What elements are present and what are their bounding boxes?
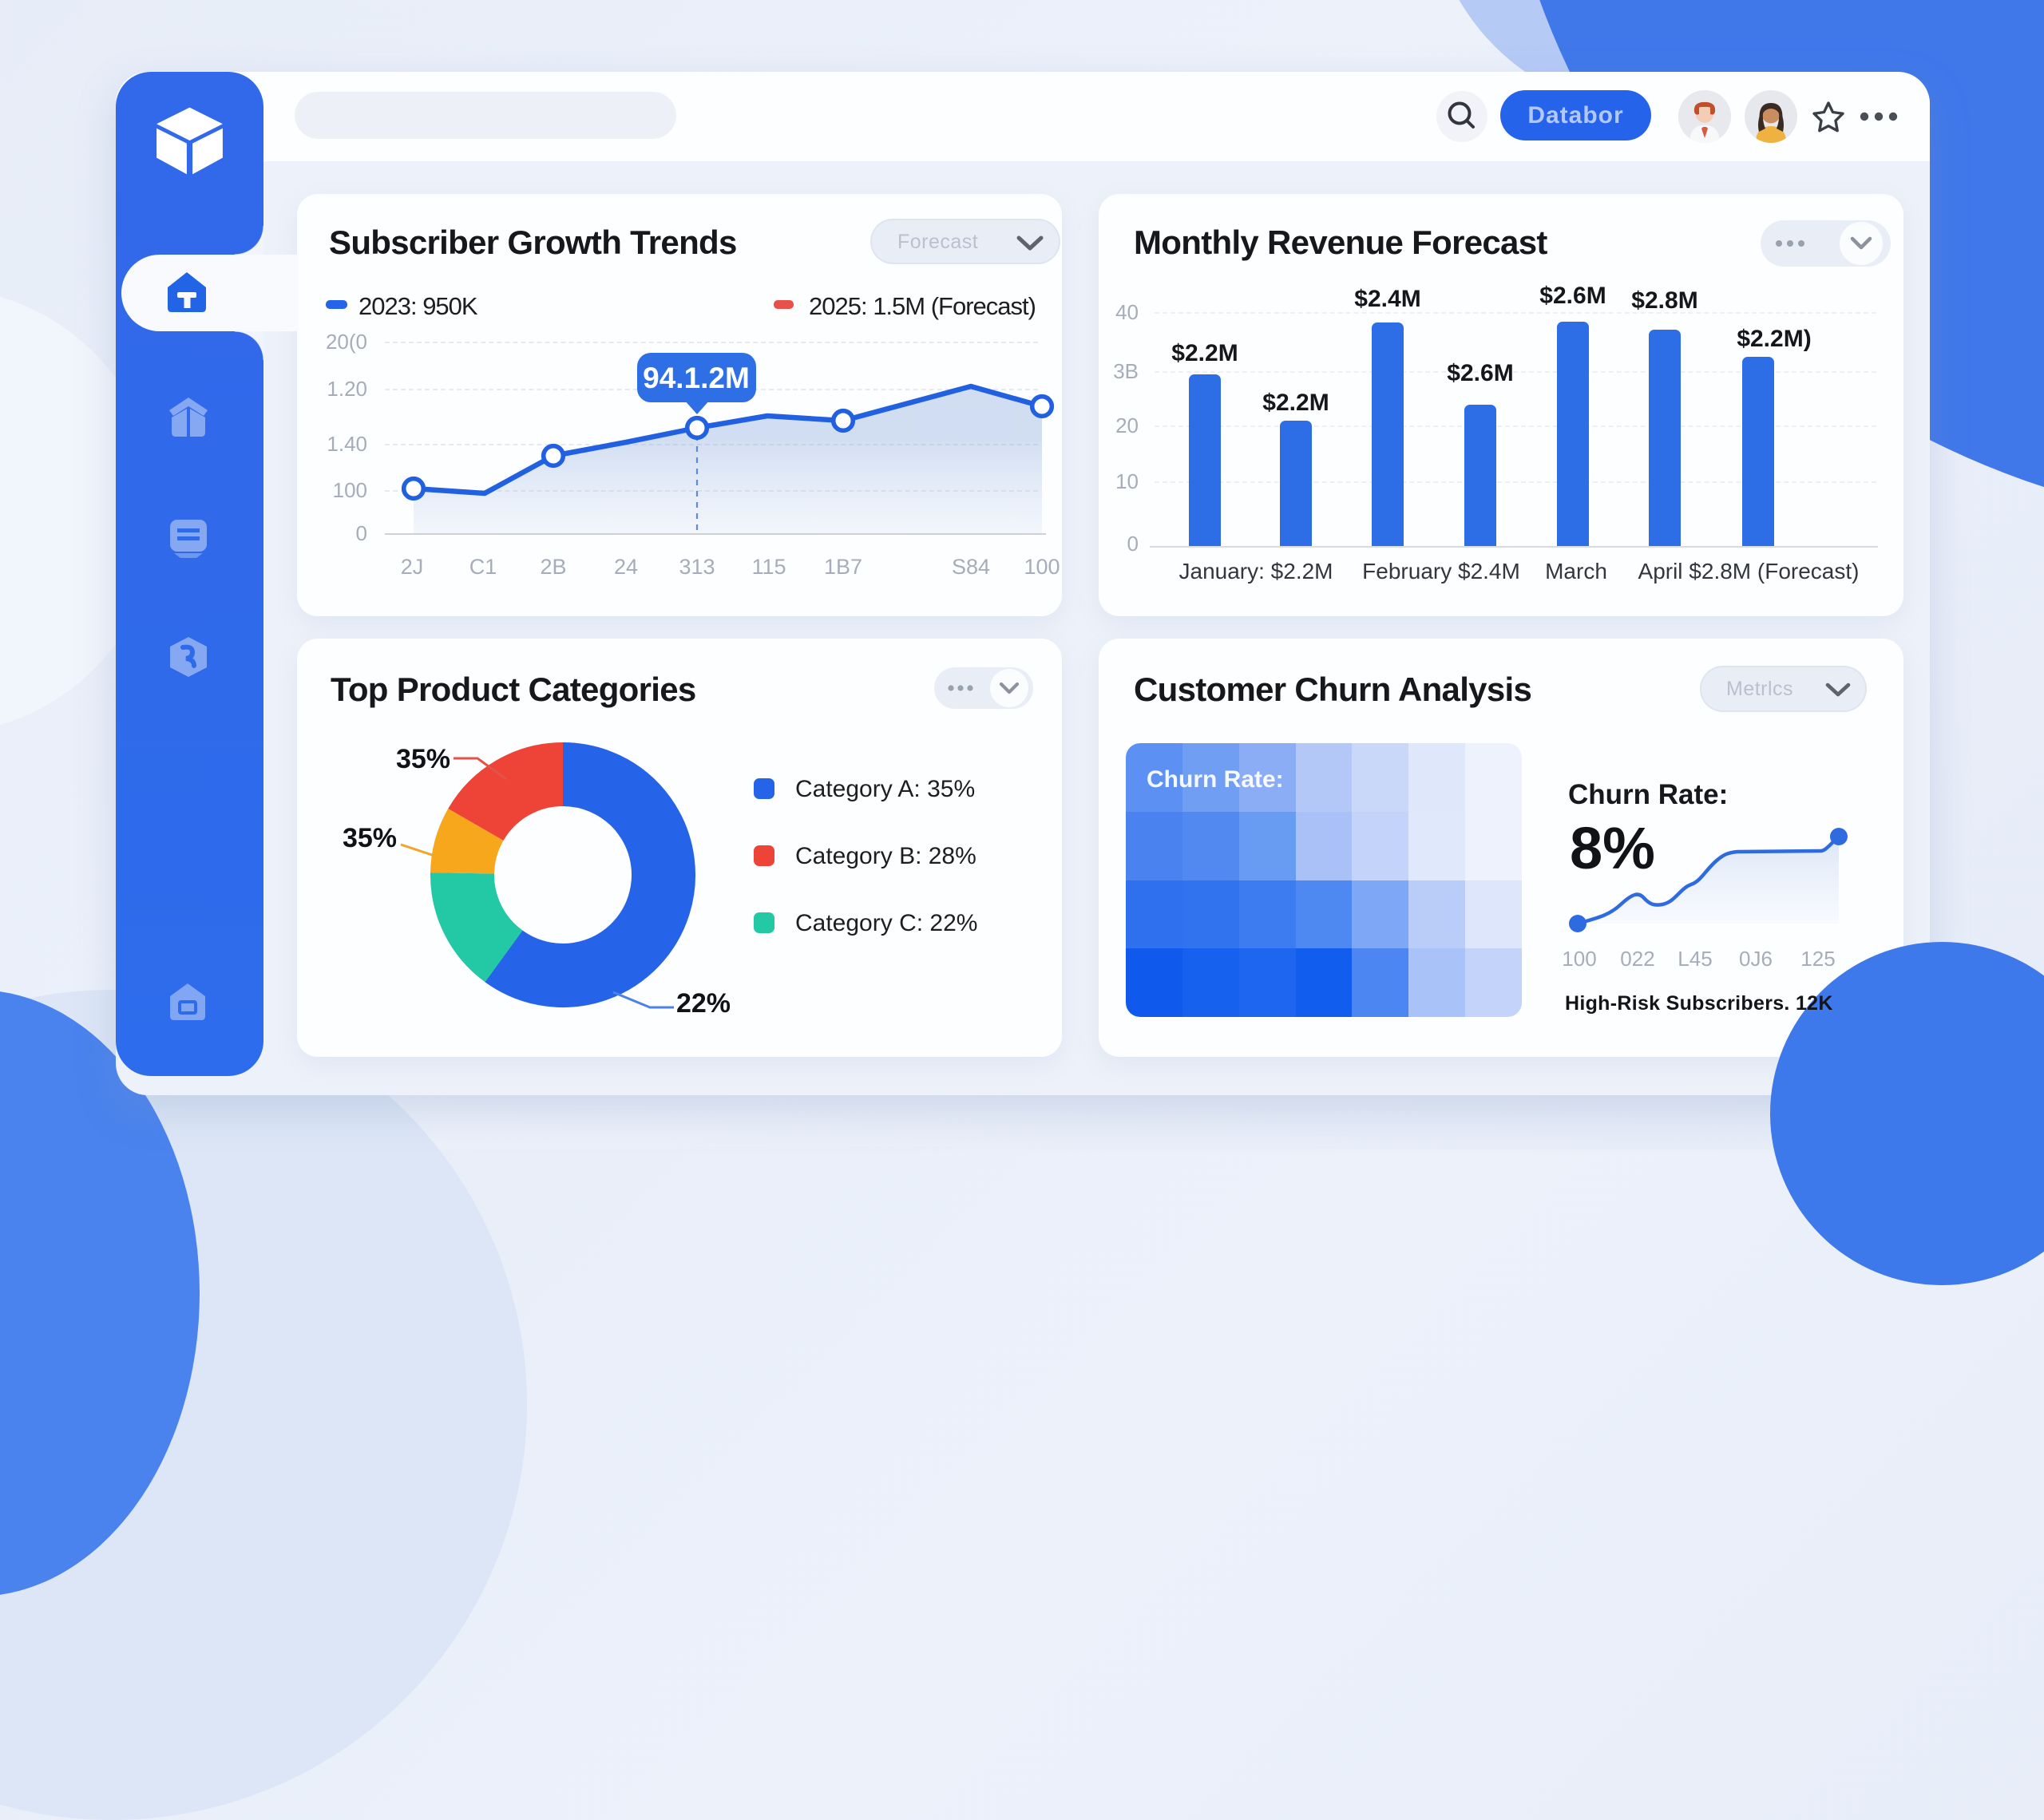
svg-text:94.1.2M: 94.1.2M xyxy=(643,362,750,394)
